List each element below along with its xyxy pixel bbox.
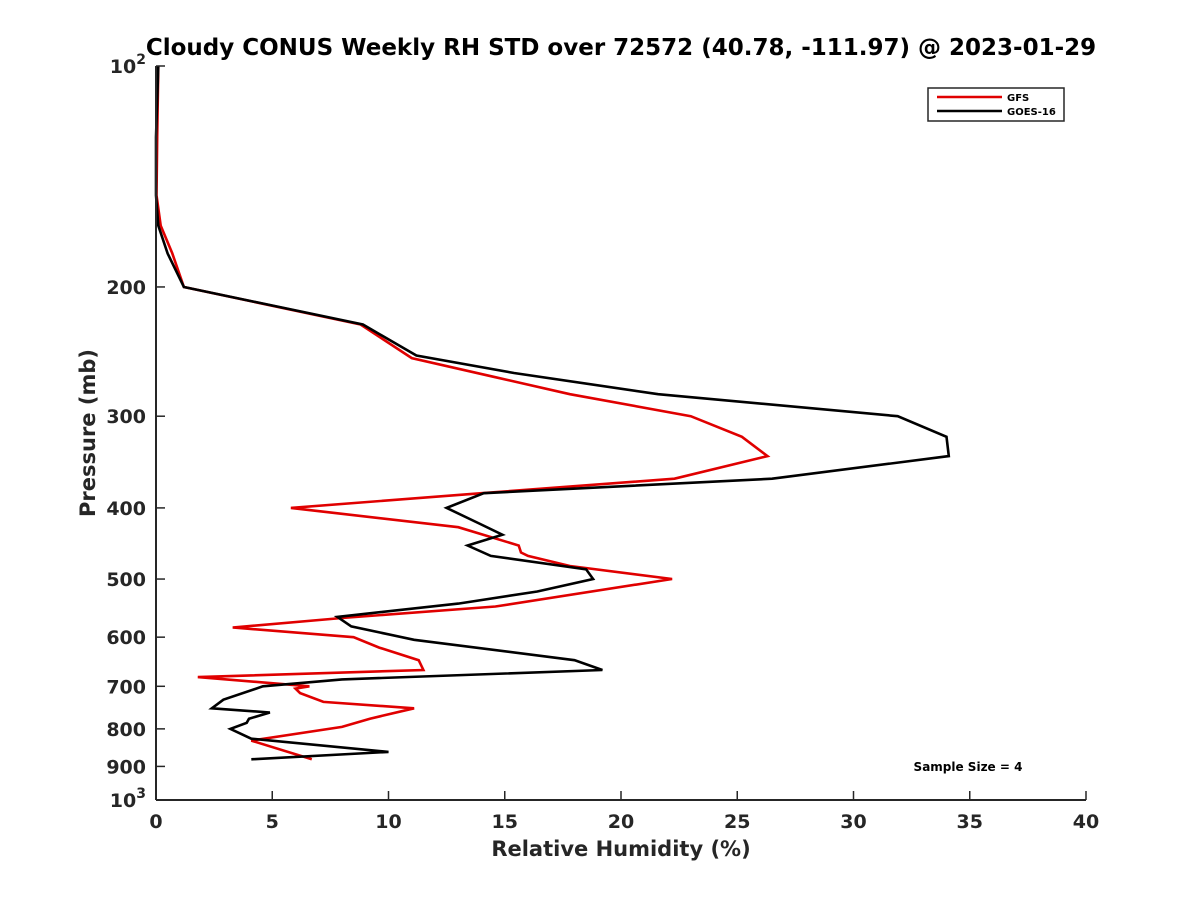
y-tick-label: 400 <box>106 498 146 520</box>
legend-label-gfs: GFS <box>1007 93 1029 104</box>
x-tick-label: 30 <box>840 811 866 833</box>
sample-size-annotation: Sample Size = 4 <box>914 760 1023 774</box>
legend: GFS GOES-16 <box>927 87 1065 122</box>
series-line-goes16 <box>154 65 951 761</box>
legend-label-goes16: GOES-16 <box>1007 107 1056 118</box>
x-tick-label: 35 <box>957 811 983 833</box>
y-tick-label: 200 <box>106 277 146 299</box>
legend-box <box>927 87 1065 122</box>
x-tick-label: 5 <box>266 811 279 833</box>
y-tick-label: 300 <box>106 406 146 428</box>
axes: 0 5 10 15 20 25 30 35 40 102 200 300 400 500 600 700 800… <box>106 52 1099 833</box>
x-tick-label: 10 <box>375 811 401 833</box>
chart-title: Cloudy CONUS Weekly RH STD over 72572 (4… <box>146 35 1096 61</box>
x-tick-label: 0 <box>149 811 162 833</box>
y-tick-label: 800 <box>106 719 146 741</box>
x-tick-label: 15 <box>492 811 518 833</box>
y-tick-label: 103 <box>110 786 146 812</box>
x-tick-label: 20 <box>608 811 634 833</box>
x-tick-label: 40 <box>1073 811 1099 833</box>
y-tick-label: 700 <box>106 676 146 698</box>
y-tick-label: 500 <box>106 569 146 591</box>
y-axis-label: Pressure (mb) <box>76 349 100 517</box>
y-tick-label: 900 <box>106 756 146 778</box>
series-line-gfs <box>155 65 771 761</box>
x-tick-label: 25 <box>724 811 750 833</box>
y-tick-label: 600 <box>106 627 146 649</box>
plot-area <box>154 65 951 761</box>
y-tick-label: 102 <box>110 52 146 78</box>
x-axis-label: Relative Humidity (%) <box>491 837 750 861</box>
